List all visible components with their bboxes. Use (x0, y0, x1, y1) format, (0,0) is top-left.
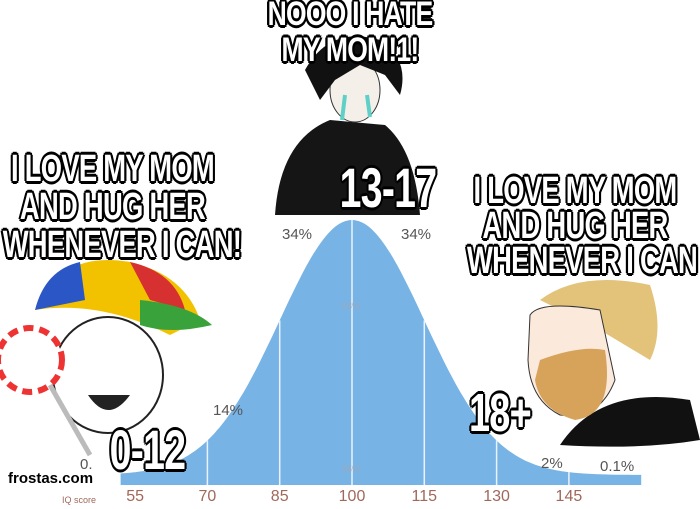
child-character (0, 260, 212, 457)
x-tick-label: 145 (555, 488, 583, 505)
adult-character (527, 280, 700, 447)
band-label: 34% (401, 226, 432, 243)
top-caption: NOOO I HATE MY MOM!1! (267, 0, 434, 69)
x-tick-label: 85 (270, 488, 289, 505)
left-caption: I LOVE MY MOM AND HUG HER WHENEVER I CAN… (2, 148, 242, 266)
range-label-68: 68% (342, 301, 361, 311)
watermark: frostas.com (8, 470, 94, 487)
teen-character (275, 36, 420, 215)
band-label: 0. (80, 456, 93, 473)
bell-curve-area (120, 220, 642, 485)
x-tick-label: 115 (411, 488, 438, 505)
band-label: 14% (213, 402, 244, 419)
right-caption: I LOVE MY MOM AND HUG HER WHENEVER I CAN (467, 170, 698, 282)
adult-age-label: 18+ (468, 383, 532, 443)
x-axis-label: IQ score (62, 495, 97, 505)
band-label: 2% (541, 455, 563, 472)
teen-age-label: 13-17 (339, 156, 437, 219)
band-label: 0.1% (600, 458, 635, 475)
x-tick-label: 70 (198, 488, 217, 505)
range-label-95: 95% (342, 464, 361, 474)
x-tick-label: 55 (126, 488, 144, 505)
x-tick-label: 130 (483, 488, 510, 505)
x-tick-label: 100 (338, 488, 366, 505)
band-label: 34% (282, 226, 313, 243)
child-age-label: 0-12 (109, 418, 186, 481)
